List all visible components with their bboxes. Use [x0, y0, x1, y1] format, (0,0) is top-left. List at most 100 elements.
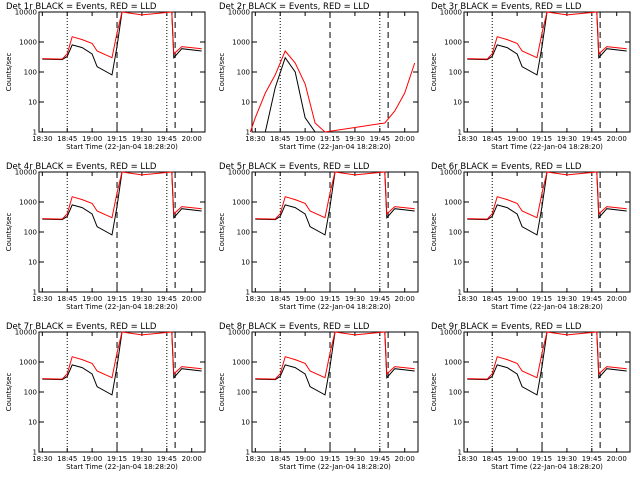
y-tick-label: 1	[458, 129, 462, 137]
y-axis-label: Counts/sec	[430, 373, 438, 412]
x-tick-label: 19:30	[557, 135, 577, 143]
x-tick-label: 19:30	[132, 135, 152, 143]
x-axis-label: Start Time (22-Jan-04 18:28:20)	[279, 143, 391, 151]
series-line-lld	[467, 171, 627, 220]
y-tick-label: 1000	[232, 199, 250, 207]
x-tick-label: 19:15	[107, 295, 127, 303]
y-axis-label: Counts/sec	[5, 373, 13, 412]
y-tick-label: 10	[28, 419, 37, 427]
y-tick-label: 1000	[232, 359, 250, 367]
x-tick-label: 19:45	[370, 135, 390, 143]
x-tick-label: 19:00	[82, 135, 102, 143]
y-tick-label: 10000	[228, 329, 250, 337]
series-line-events	[255, 171, 415, 236]
x-tick-label: 18:30	[245, 455, 265, 463]
plot-frame	[38, 11, 206, 133]
x-axis-label: Start Time (22-Jan-04 18:28:20)	[279, 303, 391, 311]
y-tick-label: 10	[453, 259, 462, 267]
plot-frame	[463, 171, 631, 293]
x-tick-label: 20:00	[395, 135, 415, 143]
y-tick-label: 10	[241, 419, 250, 427]
x-tick-label: 18:30	[245, 295, 265, 303]
y-tick-label: 1	[246, 129, 250, 137]
series-line-lld	[255, 171, 415, 220]
x-tick-label: 19:30	[345, 295, 365, 303]
y-axis-label: Counts/sec	[218, 373, 226, 412]
series-line-events	[467, 331, 627, 396]
y-tick-label: 10000	[15, 169, 37, 177]
chart-title: Det 8r BLACK = Events, RED = LLD	[219, 322, 370, 332]
chart-title: Det 2r BLACK = Events, RED = LLD	[219, 2, 370, 12]
chart-title: Det 7r BLACK = Events, RED = LLD	[6, 322, 157, 332]
chart-panel-6: Det 6r BLACK = Events, RED = LLD 18:30 18:…	[430, 162, 631, 311]
plot-frame	[38, 331, 206, 453]
series-line-events	[42, 331, 202, 396]
plot-frame	[38, 171, 206, 293]
y-tick-label: 100	[449, 69, 462, 77]
chart-title: Det 1r BLACK = Events, RED = LLD	[6, 2, 157, 12]
chart-title: Det 6r BLACK = Events, RED = LLD	[431, 162, 582, 172]
x-tick-label: 19:45	[157, 295, 177, 303]
x-tick-label: 18:30	[457, 455, 477, 463]
x-tick-label: 18:45	[270, 135, 290, 143]
chart-panel-7: Det 7r BLACK = Events, RED = LLD 18:30 18:…	[5, 322, 206, 471]
x-tick-label: 19:00	[295, 295, 315, 303]
y-tick-label: 1	[33, 289, 37, 297]
y-tick-label: 10000	[440, 329, 462, 337]
y-axis-label: Counts/sec	[430, 53, 438, 92]
series-line-events	[255, 331, 415, 396]
series-line-lld	[42, 331, 202, 380]
series-line-lld	[42, 11, 202, 60]
series-line-events	[467, 171, 627, 236]
series-line-events	[42, 11, 202, 76]
x-tick-label: 19:30	[345, 135, 365, 143]
chart-panel-4: Det 4r BLACK = Events, RED = LLD 18:30 18:…	[5, 162, 206, 311]
x-tick-label: 19:00	[507, 135, 527, 143]
y-tick-label: 10	[28, 259, 37, 267]
chart-title: Det 5r BLACK = Events, RED = LLD	[219, 162, 370, 172]
x-tick-label: 19:00	[295, 135, 315, 143]
x-tick-label: 19:15	[320, 295, 340, 303]
x-tick-label: 19:15	[107, 135, 127, 143]
y-tick-label: 100	[237, 389, 250, 397]
y-tick-label: 100	[237, 69, 250, 77]
y-tick-label: 1	[458, 449, 462, 457]
y-tick-label: 10000	[440, 9, 462, 17]
y-tick-label: 100	[24, 229, 37, 237]
y-tick-label: 10000	[228, 169, 250, 177]
x-tick-label: 19:45	[582, 455, 602, 463]
x-axis-label: Start Time (22-Jan-04 18:28:20)	[66, 463, 178, 471]
x-axis-label: Start Time (22-Jan-04 18:28:20)	[66, 303, 178, 311]
x-tick-label: 19:00	[82, 295, 102, 303]
chart-panel-9: Det 9r BLACK = Events, RED = LLD 18:30 18:…	[430, 322, 631, 471]
y-tick-label: 10000	[15, 329, 37, 337]
y-axis-label: Counts/sec	[218, 213, 226, 252]
chart-panel-5: Det 5r BLACK = Events, RED = LLD 18:30 18:…	[218, 162, 419, 311]
y-tick-label: 10000	[15, 9, 37, 17]
plot-frame	[251, 331, 419, 453]
x-tick-label: 18:30	[32, 455, 52, 463]
x-tick-label: 18:45	[482, 295, 502, 303]
y-tick-label: 1000	[444, 39, 462, 47]
x-tick-label: 18:30	[457, 135, 477, 143]
x-tick-label: 20:00	[607, 295, 627, 303]
y-tick-label: 1	[33, 449, 37, 457]
plot-frame	[463, 11, 631, 133]
series-line-lld	[249, 50, 416, 133]
series-line-events	[42, 171, 202, 236]
series-line-lld	[467, 331, 627, 380]
x-axis-label: Start Time (22-Jan-04 18:28:20)	[66, 143, 178, 151]
x-tick-label: 19:30	[132, 295, 152, 303]
x-tick-label: 18:45	[482, 135, 502, 143]
y-tick-label: 10000	[440, 169, 462, 177]
x-tick-label: 19:15	[320, 135, 340, 143]
y-tick-label: 10	[453, 99, 462, 107]
y-tick-label: 1000	[19, 359, 37, 367]
y-tick-label: 100	[449, 229, 462, 237]
x-tick-label: 19:45	[370, 455, 390, 463]
x-tick-label: 19:15	[107, 455, 127, 463]
y-tick-label: 1000	[444, 359, 462, 367]
x-tick-label: 19:45	[370, 295, 390, 303]
x-tick-label: 19:00	[507, 455, 527, 463]
